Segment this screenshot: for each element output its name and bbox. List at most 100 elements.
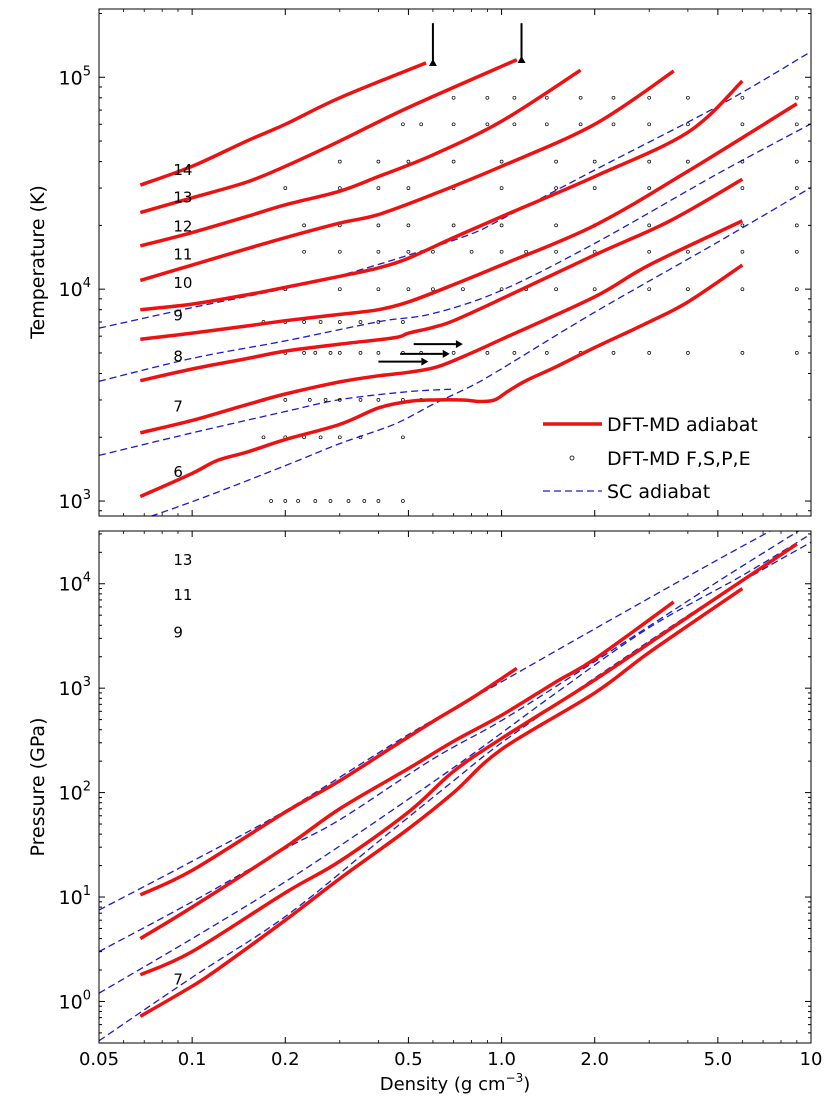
dft-point [451,223,456,228]
dft-point [485,351,490,355]
dft-point [406,287,411,292]
temperature-series-label-9: 9 [173,307,183,325]
dft-point [740,223,745,228]
dft-point [794,159,799,164]
dft-point [647,122,652,127]
dft-point [302,320,306,324]
dft-point [337,320,342,324]
dft-point [611,95,616,100]
temperature-series-label-6: 6 [173,463,183,481]
temperature-sc-adiabat-3 [99,388,454,457]
dft-point [376,499,381,503]
temperature-annotations [378,23,526,366]
dft-point [337,287,342,292]
dft-point [794,351,799,355]
x-tick-label: 0.2 [271,1049,300,1070]
dft-point [419,122,424,127]
dft-point [499,223,504,228]
dft-point [554,287,558,292]
dft-point [358,320,363,324]
dft-point [740,287,745,292]
legend-dft-points-label: DFT-MD F,S,P,E [607,448,751,470]
dft-point [362,499,367,503]
temperature-series-labels: 14 13 12 11 10 9 8 7 6 [173,161,192,481]
dft-point [376,186,381,190]
pressure-dft-adiabats [139,542,798,1018]
dft-point [686,249,690,254]
dft-point [592,159,597,164]
dft-point [512,122,517,127]
dft-point [461,287,465,292]
temperature-y-tick-label: 103 [59,488,91,513]
pressure-y-tick-label: 102 [59,780,91,805]
pressure-series-label-13: 13 [173,551,192,569]
temperature-series-label-7: 7 [173,397,183,415]
temperature-dft-adiabat-14 [139,61,427,187]
temperature-plot-frame [98,8,812,517]
dft-point [376,223,381,228]
legend-points-swatch [569,455,575,461]
dft-point [485,122,490,127]
temperature-series-label-12: 12 [173,218,192,236]
x-tick-label: 2.0 [580,1049,609,1070]
dft-point [346,499,351,503]
temperature-dft-adiabat-8 [139,177,744,383]
dft-point [302,351,306,355]
dft-point [592,287,597,292]
dft-point [740,249,745,254]
x-tick-label: 1.0 [487,1049,516,1070]
pressure-y-tick-label: 100 [59,988,91,1013]
dft-point [328,499,333,503]
dft-point [313,351,318,355]
dft-point [376,351,381,355]
dft-point [376,320,381,324]
pressure-y-tick-label: 101 [59,884,91,909]
dft-point [358,398,363,402]
dft-point [376,287,381,292]
x-axis-label-superscript: −3 [506,1071,524,1085]
dft-point [740,159,745,164]
right-arrow-head [421,357,429,366]
dft-point [328,351,333,355]
x-tick-label: 5.0 [704,1049,733,1070]
dft-point [431,287,435,292]
temperature-series-label-11: 11 [173,246,192,264]
dft-point [544,351,549,355]
dft-point [469,249,474,254]
pressure-plot-frame [98,530,812,1044]
dft-point [406,186,411,190]
dft-point [337,398,342,402]
dft-point [401,435,405,440]
dft-point [512,351,517,355]
temperature-sc-adiabat-2 [99,123,811,382]
dft-point [283,186,288,190]
x-tick-label: 0.05 [79,1049,119,1070]
dft-point [337,159,342,164]
pressure-series-label-9: 9 [173,624,183,642]
dft-point [318,320,323,324]
down-arrow-head [428,58,437,66]
dft-point [499,159,504,164]
temperature-dft-adiabat-9 [140,102,798,342]
pressure-dft-adiabat-11 [139,600,675,941]
x-tick-label: 0.1 [178,1049,207,1070]
dft-point [499,186,504,190]
temperature-dft-adiabats [139,58,798,499]
temperature-dft-adiabat-11 [139,69,675,283]
temperature-dft-adiabat-7 [139,219,744,435]
temperature-y-axis-label: Temperature (K) [27,185,49,340]
temperature-legend: DFT-MD adiabat DFT-MD F,S,P,E SC adiabat [543,414,758,503]
dft-point [611,351,616,355]
pressure-dft-adiabat-7 [139,587,744,1018]
dft-point [554,249,558,254]
dft-point [611,122,616,127]
dft-point [337,435,342,440]
dft-point [451,122,456,127]
temperature-series-label-10: 10 [173,274,192,292]
temperature-series-label-8: 8 [173,348,183,366]
pressure-y-tick-label: 103 [59,675,91,700]
pressure-sc-adiabats [99,531,811,1042]
temperature-panel: 14 13 12 11 10 9 8 7 6 103 104 105 Temperature (K)… [27,8,812,517]
dft-point [296,499,300,503]
x-axis-label-main: Density (g cm [380,1074,506,1095]
